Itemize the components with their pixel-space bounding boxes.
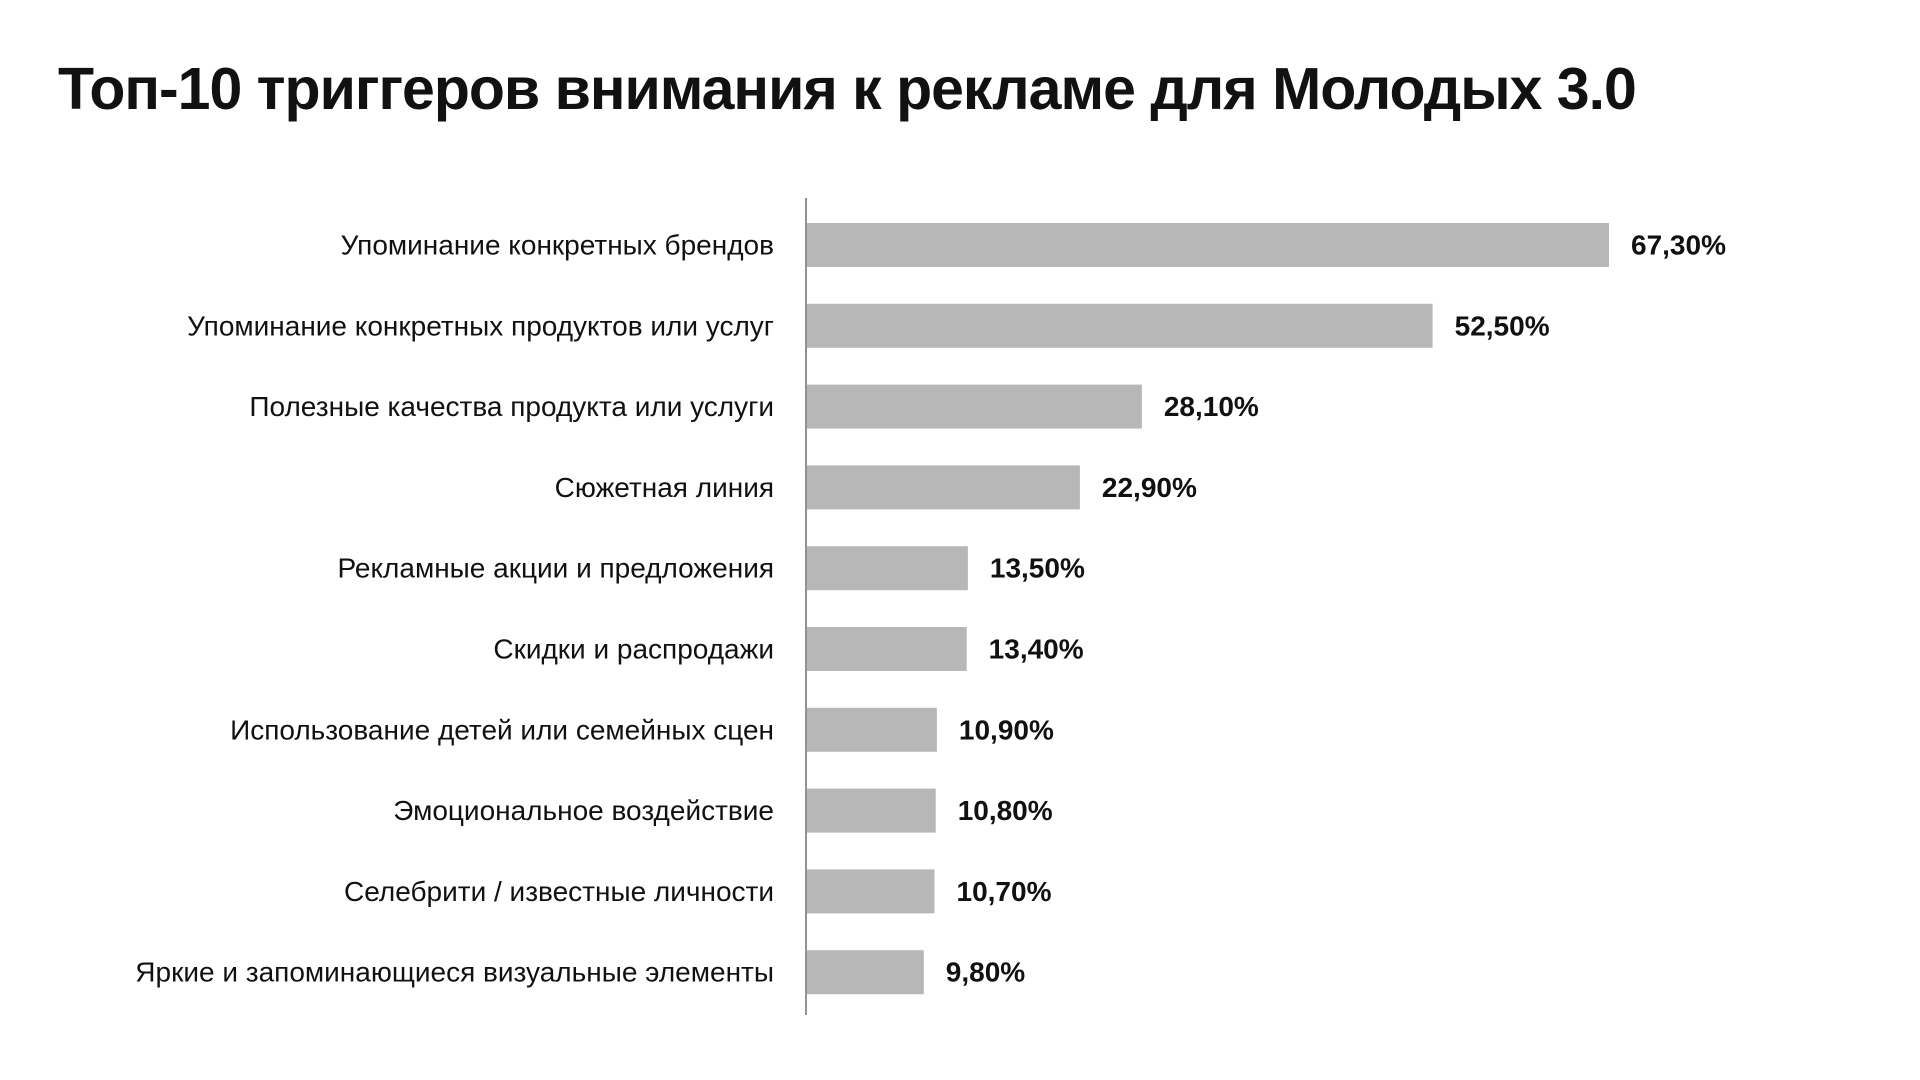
- category-label-5: Рекламные акции и предложения: [337, 553, 774, 584]
- category-label-1: Упоминание конкретных брендов: [341, 230, 774, 261]
- bar-4: [807, 465, 1080, 510]
- value-label-10: 9,80%: [946, 957, 1025, 988]
- bar-2: [807, 303, 1433, 348]
- bar-10: [807, 950, 924, 995]
- bars-layer: [807, 223, 1609, 995]
- category-label-7: Использование детей или семейных сцен: [230, 714, 774, 745]
- value-label-3: 28,10%: [1164, 391, 1259, 422]
- bar-5: [807, 546, 968, 591]
- value-label-8: 10,80%: [958, 795, 1053, 826]
- bar-9: [807, 869, 935, 914]
- category-label-8: Эмоциональное воздействие: [393, 795, 774, 826]
- value-labels: 67,30% 52,50% 28,10% 22,90% 13,50% 13,40% 10,9…: [946, 230, 1726, 988]
- page-title: Топ-10 триггеров внимания к рекламе для …: [58, 56, 1637, 122]
- bar-8: [807, 788, 936, 833]
- category-label-2: Упоминание конкретных продуктов или услу…: [187, 310, 774, 341]
- category-label-10: Яркие и запоминающиеся визуальные элемен…: [135, 957, 774, 988]
- bar-6: [807, 627, 967, 671]
- category-label-9: Селебрити / известные личности: [344, 876, 774, 907]
- value-label-9: 10,70%: [957, 876, 1052, 907]
- bar-7: [807, 707, 937, 752]
- value-label-4: 22,90%: [1102, 472, 1197, 503]
- category-label-3: Полезные качества продукта или услуги: [249, 391, 774, 422]
- value-label-6: 13,40%: [989, 634, 1084, 665]
- bar-3: [807, 384, 1142, 429]
- category-label-6: Скидки и распродажи: [493, 634, 774, 665]
- value-label-5: 13,50%: [990, 553, 1085, 584]
- category-labels: Упоминание конкретных брендов Упоминание …: [135, 230, 774, 988]
- value-label-1: 67,30%: [1631, 230, 1726, 261]
- value-label-7: 10,90%: [959, 714, 1054, 745]
- category-label-4: Сюжетная линия: [555, 472, 774, 503]
- value-label-2: 52,50%: [1455, 310, 1550, 341]
- bar-1: [807, 223, 1609, 267]
